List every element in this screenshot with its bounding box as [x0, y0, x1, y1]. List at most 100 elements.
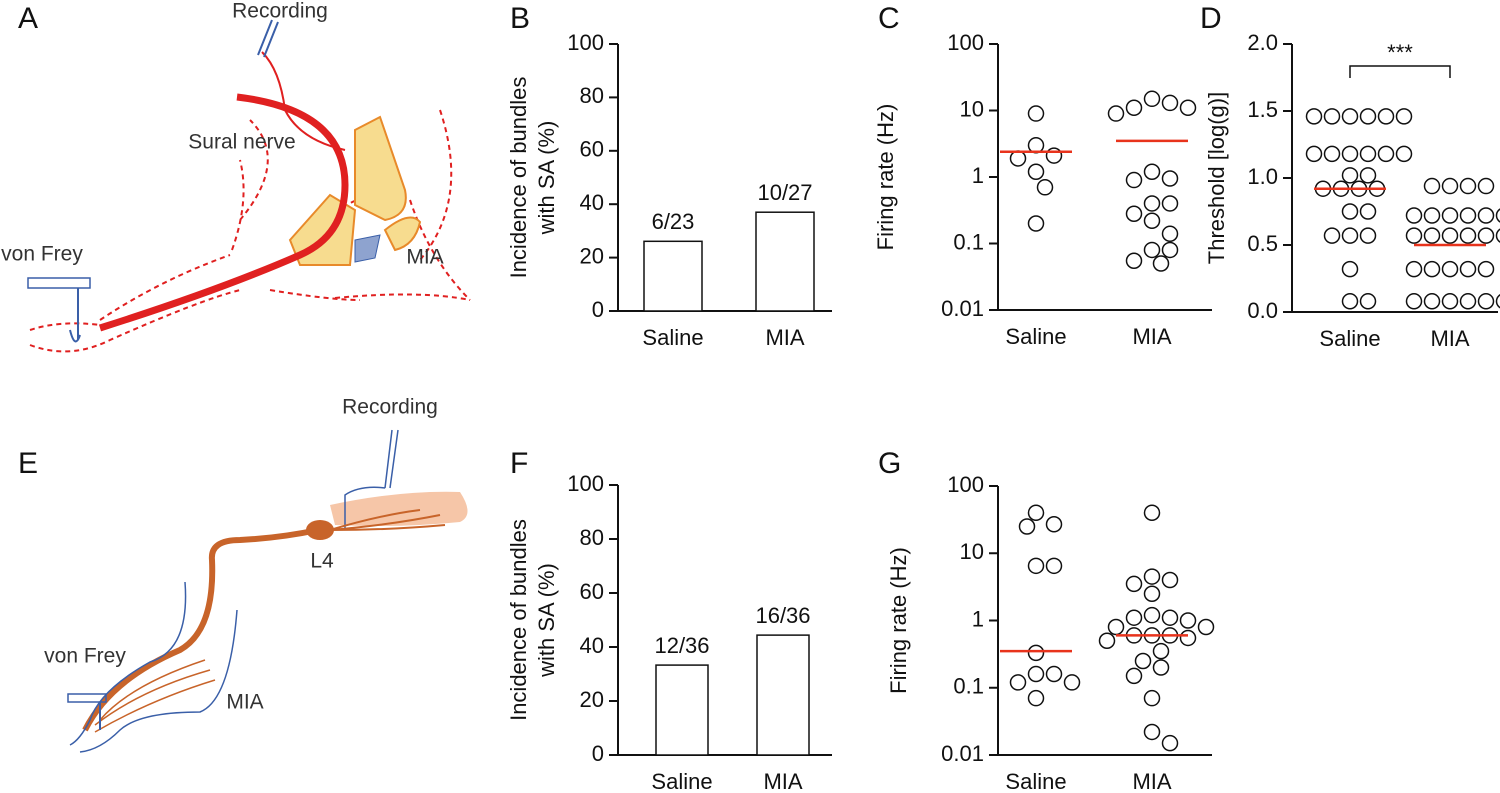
value-label: 12/36: [654, 633, 709, 658]
data-point: [1152, 659, 1170, 676]
data-point: [1027, 557, 1045, 575]
data-point: [1027, 665, 1045, 683]
data-point: [1477, 207, 1495, 224]
y-tick-label: 0.01: [941, 741, 984, 766]
data-point: [1063, 674, 1081, 691]
electrode: [344, 429, 399, 530]
data-point: [1359, 167, 1377, 184]
data-point: [1027, 163, 1045, 180]
von-frey-filament: [67, 693, 107, 703]
data-point: [1045, 557, 1063, 575]
data-point: [1459, 293, 1477, 310]
diagram-label: MIA: [406, 246, 443, 269]
data-point: [1143, 689, 1161, 707]
annotation: ***: [1387, 40, 1413, 65]
y-axis-label: Threshold [log(g)]: [1204, 92, 1229, 264]
y-tick-label: 1.5: [1247, 97, 1278, 122]
data-point: [1143, 606, 1161, 624]
femur: [354, 115, 407, 222]
data-point: [1423, 207, 1441, 224]
data-point: [1323, 108, 1341, 125]
panel-letter: G: [878, 447, 901, 480]
y-tick-label: 100: [947, 472, 984, 497]
data-point: [1359, 108, 1377, 125]
y-tick-label: 0.0: [1247, 298, 1278, 323]
data-point: [1045, 515, 1063, 533]
patella: [383, 216, 422, 252]
data-point: [1143, 504, 1161, 522]
y-tick-label: 0.1: [953, 674, 984, 699]
y-tick-label: 100: [947, 30, 984, 55]
diagram-label: L4: [310, 550, 334, 573]
y-axis-label: with SA (%): [534, 563, 559, 678]
x-tick-label: Saline: [651, 769, 712, 793]
data-point: [1161, 195, 1179, 212]
data-point: [1341, 293, 1359, 310]
y-tick-label: 0.1: [953, 229, 984, 254]
y-tick-label: 1: [972, 163, 984, 188]
data-point: [1359, 293, 1377, 310]
von-frey-probe: [69, 288, 81, 343]
data-point: [1143, 90, 1161, 108]
data-point: [1161, 241, 1179, 259]
data-point: [1098, 632, 1116, 649]
diagram-label: von Frey: [44, 645, 126, 668]
y-tick-label: 0.01: [941, 296, 984, 321]
nerve-branches: [94, 659, 216, 733]
data-point: [1143, 212, 1161, 229]
data-point: [1125, 609, 1143, 626]
data-point: [1423, 260, 1441, 278]
data-point: [1027, 215, 1045, 232]
data-point: [1161, 571, 1179, 589]
data-point: [1395, 145, 1413, 163]
panel-letter: A: [18, 2, 38, 35]
y-axis-label: Incidence of bundles: [506, 519, 531, 721]
data-point: [1341, 227, 1359, 244]
y-tick-label: 60: [580, 137, 604, 162]
x-tick-label: MIA: [1132, 769, 1171, 793]
data-point: [1125, 171, 1143, 189]
data-point: [1423, 293, 1441, 310]
data-point: [1323, 227, 1341, 244]
data-point: [1027, 689, 1045, 707]
data-point: [1459, 177, 1477, 195]
data-point: [1107, 105, 1125, 122]
data-point: [1161, 734, 1179, 752]
data-point: [1197, 618, 1215, 636]
y-tick-label: 10: [960, 539, 984, 564]
data-point: [1359, 227, 1377, 244]
data-point: [1179, 612, 1197, 629]
panel-letter: B: [510, 2, 530, 35]
value-label: 16/36: [755, 603, 810, 628]
data-point: [1143, 195, 1161, 212]
bar: [643, 240, 703, 312]
x-tick-label: MIA: [1132, 324, 1171, 349]
data-point: [1161, 609, 1179, 626]
spinal-cord: [330, 491, 468, 526]
data-point: [1161, 225, 1179, 243]
data-point: [1009, 150, 1027, 167]
data-point: [1441, 260, 1459, 278]
data-point: [1405, 260, 1423, 278]
data-point: [1045, 665, 1063, 683]
data-point: [1152, 642, 1170, 660]
data-point: [1441, 293, 1459, 310]
data-point: [1395, 108, 1413, 125]
data-point: [1143, 163, 1161, 180]
data-point: [1134, 652, 1152, 670]
bar: [755, 211, 815, 312]
y-tick-label: 20: [580, 243, 604, 268]
von-frey-filament: [27, 277, 91, 289]
data-point: [1423, 227, 1441, 244]
y-axis-label: Firing rate (Hz): [886, 547, 911, 694]
sural-nerve: [98, 93, 349, 332]
panel-letter: D: [1200, 2, 1222, 35]
roots: [329, 509, 446, 531]
diagram-label: Recording: [232, 0, 328, 23]
x-tick-label: Saline: [642, 325, 703, 350]
recording-fiber: [261, 51, 346, 151]
diagram-a: A Recording Sural nerve von Frey MIA: [1, 0, 471, 353]
y-tick-label: 40: [580, 190, 604, 215]
panel-letter: E: [18, 447, 38, 480]
